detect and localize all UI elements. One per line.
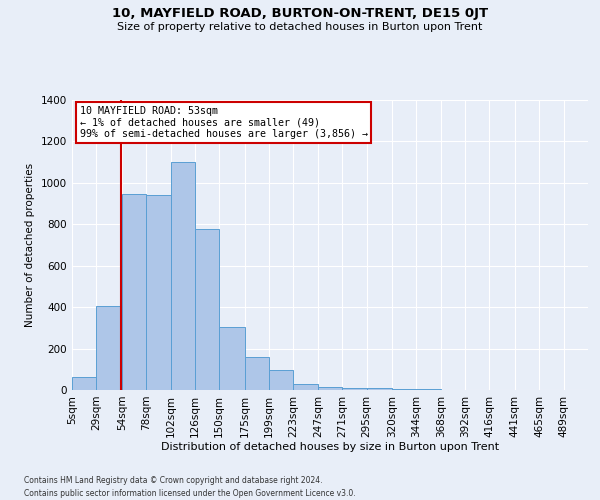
Bar — [293, 384, 318, 390]
Bar — [122, 194, 146, 390]
Bar — [245, 357, 269, 390]
Text: Contains HM Land Registry data © Crown copyright and database right 2024.: Contains HM Land Registry data © Crown c… — [24, 476, 323, 485]
Bar — [146, 196, 170, 390]
Text: Size of property relative to detached houses in Burton upon Trent: Size of property relative to detached ho… — [118, 22, 482, 32]
Bar — [195, 230, 219, 390]
Bar — [269, 370, 293, 390]
Bar — [367, 388, 392, 390]
Bar — [97, 306, 122, 390]
Bar — [342, 388, 367, 390]
Bar — [219, 327, 245, 390]
Bar — [318, 387, 342, 390]
Text: 10 MAYFIELD ROAD: 53sqm
← 1% of detached houses are smaller (49)
99% of semi-det: 10 MAYFIELD ROAD: 53sqm ← 1% of detached… — [80, 106, 368, 139]
Y-axis label: Number of detached properties: Number of detached properties — [25, 163, 35, 327]
Text: Contains public sector information licensed under the Open Government Licence v3: Contains public sector information licen… — [24, 489, 356, 498]
Bar — [72, 376, 97, 390]
Bar — [392, 389, 416, 390]
Bar — [170, 162, 195, 390]
Text: 10, MAYFIELD ROAD, BURTON-ON-TRENT, DE15 0JT: 10, MAYFIELD ROAD, BURTON-ON-TRENT, DE15… — [112, 8, 488, 20]
Text: Distribution of detached houses by size in Burton upon Trent: Distribution of detached houses by size … — [161, 442, 499, 452]
